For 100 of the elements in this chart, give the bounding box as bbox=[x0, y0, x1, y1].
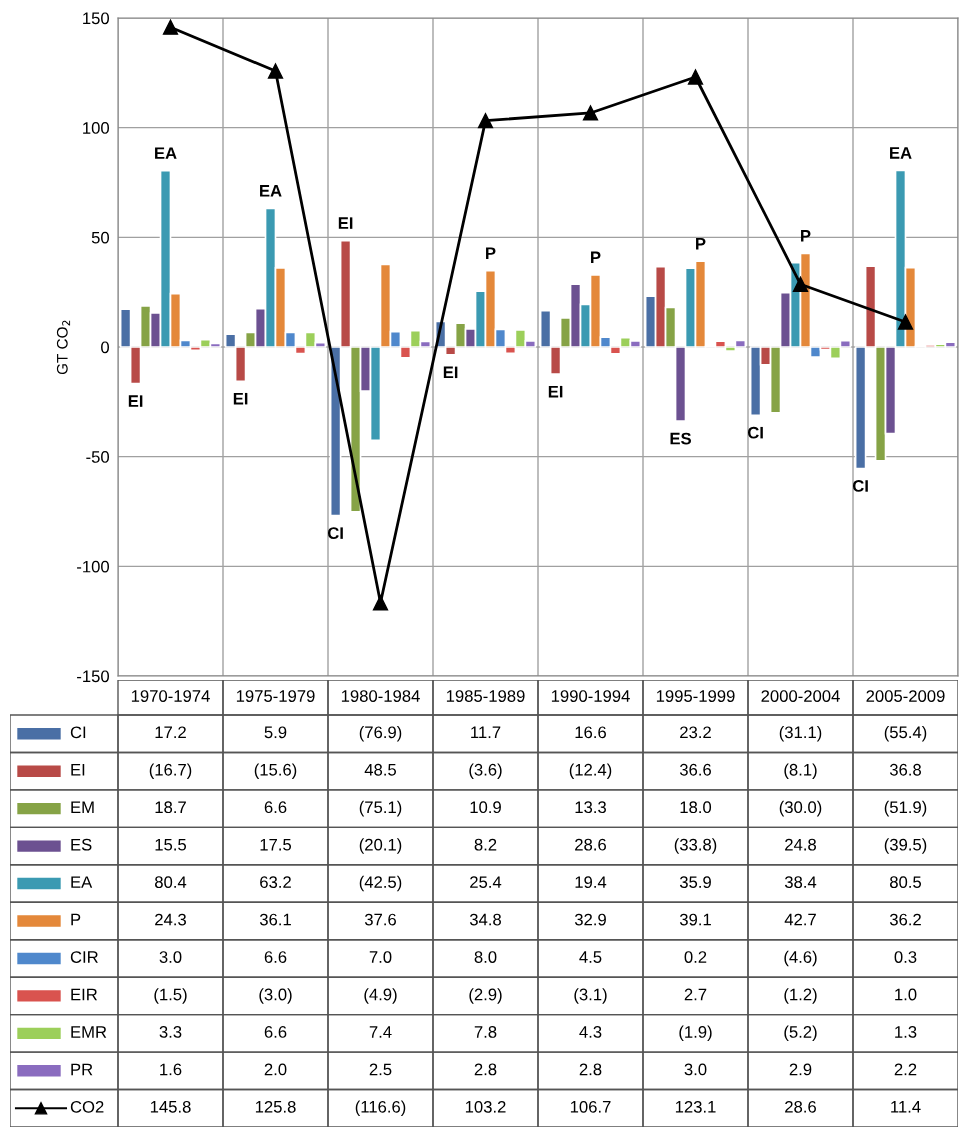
x-tick-label: 1995-1999 bbox=[656, 690, 735, 702]
data-label: (51.9) bbox=[884, 800, 927, 817]
data-label: (33.8) bbox=[674, 838, 717, 854]
y-tick-label: 150 bbox=[83, 12, 110, 25]
data-label: (3.6) bbox=[469, 763, 502, 779]
x-tick-label: 1975-1979 bbox=[236, 690, 315, 702]
x-tick-label: 2000-2004 bbox=[761, 690, 840, 702]
data-label: (55.4) bbox=[884, 725, 927, 742]
x-tick-label: 1980-1984 bbox=[341, 690, 420, 702]
annotation: P bbox=[591, 251, 601, 264]
data-label: (30.0) bbox=[779, 800, 822, 817]
data-label: 38.4 bbox=[784, 876, 817, 889]
annotation: EA bbox=[890, 147, 912, 159]
data-label: 18.0 bbox=[680, 801, 712, 814]
data-label: (3.1) bbox=[574, 988, 607, 1004]
data-label: 18.7 bbox=[155, 801, 186, 814]
data-label: 2.7 bbox=[684, 988, 707, 1001]
data-label: (5.2) bbox=[784, 1025, 817, 1042]
x-tick-label: 2005-2009 bbox=[866, 690, 945, 702]
data-label: (31.1) bbox=[779, 725, 822, 742]
y-tick-label: -150 bbox=[77, 670, 110, 683]
data-label: 34.8 bbox=[469, 913, 501, 926]
data-label: (1.2) bbox=[784, 988, 817, 1004]
data-label: 6.6 bbox=[264, 951, 287, 963]
data-label: 5.9 bbox=[264, 726, 287, 739]
data-label: 15.5 bbox=[155, 838, 187, 851]
data-label: 80.5 bbox=[890, 876, 922, 889]
data-label: 35.9 bbox=[679, 876, 711, 889]
legend-label: P bbox=[71, 913, 81, 926]
annotation: P bbox=[486, 247, 496, 259]
data-label: (16.7) bbox=[149, 763, 192, 779]
data-label: (4.6) bbox=[784, 950, 817, 967]
y-tick-label: 50 bbox=[91, 231, 110, 244]
point bbox=[477, 113, 494, 129]
annotation: EI bbox=[548, 385, 563, 398]
data-label: 2.8 bbox=[474, 1063, 497, 1076]
data-label: 24.3 bbox=[155, 913, 186, 926]
data-label: 0.2 bbox=[684, 951, 707, 963]
y-tick-label: 0 bbox=[101, 341, 110, 354]
data-label: (1.9) bbox=[679, 1025, 712, 1042]
y-axis-title: GT CO$_{2}$ bbox=[56, 320, 71, 375]
point bbox=[162, 19, 179, 35]
point bbox=[267, 63, 284, 79]
data-label: 3.0 bbox=[684, 1063, 707, 1076]
annotation: EA bbox=[155, 147, 177, 159]
data-label: (75.1) bbox=[359, 800, 402, 817]
annotation: CI bbox=[327, 527, 343, 540]
data-label: 1.3 bbox=[895, 1026, 917, 1038]
data-label: 37.6 bbox=[364, 913, 396, 926]
data-label: 125.8 bbox=[255, 1100, 296, 1113]
legend-label: CI bbox=[70, 726, 86, 739]
data-label: 16.6 bbox=[575, 726, 606, 739]
data-label: 123.1 bbox=[675, 1100, 716, 1113]
annotation: EI bbox=[338, 217, 353, 229]
point bbox=[792, 276, 809, 292]
data-label: (116.6) bbox=[355, 1100, 406, 1117]
data-label: 28.6 bbox=[575, 838, 606, 851]
data-label: 11.4 bbox=[891, 1101, 921, 1113]
legend-label: PR bbox=[71, 1063, 93, 1076]
data-label: 36.2 bbox=[889, 913, 921, 926]
data-label: 11.7 bbox=[471, 726, 501, 739]
legend-label: CIR bbox=[70, 951, 98, 963]
data-label: 42.7 bbox=[784, 913, 816, 926]
data-label: 3.0 bbox=[159, 951, 182, 963]
data-label: (3.0) bbox=[259, 988, 292, 1004]
data-label: (8.1) bbox=[784, 763, 817, 779]
annotation: CI bbox=[852, 480, 868, 492]
data-label: (2.9) bbox=[469, 988, 502, 1004]
data-label: 36.8 bbox=[889, 763, 921, 776]
data-label: 2.2 bbox=[894, 1063, 917, 1076]
data-label: 7.8 bbox=[474, 1026, 497, 1038]
data-label: 2.9 bbox=[789, 1063, 812, 1076]
data-label: (15.6) bbox=[254, 763, 297, 779]
annotation: P bbox=[801, 230, 811, 242]
data-label: 7.4 bbox=[369, 1026, 392, 1038]
annotation: ES bbox=[670, 432, 691, 445]
annotation: CI bbox=[747, 426, 763, 439]
x-tick-label: 1970-1974 bbox=[131, 690, 210, 702]
y-tick-label: -50 bbox=[86, 451, 110, 463]
data-label: 32.9 bbox=[574, 913, 606, 926]
data-label: 6.6 bbox=[264, 801, 287, 814]
legend-label: EMR bbox=[71, 1026, 107, 1038]
annotation: EI bbox=[128, 395, 143, 407]
data-label: 8.0 bbox=[474, 951, 497, 963]
legend-label: EIR bbox=[71, 988, 98, 1001]
data-label: 80.4 bbox=[155, 876, 187, 889]
data-label: 2.5 bbox=[369, 1063, 392, 1076]
data-label: 1.0 bbox=[895, 988, 917, 1001]
data-label: 28.6 bbox=[785, 1100, 816, 1113]
data-label: 103.2 bbox=[465, 1100, 506, 1113]
data-label: 2.8 bbox=[579, 1063, 602, 1076]
point bbox=[897, 314, 914, 330]
data-label: 2.0 bbox=[264, 1063, 287, 1076]
data-label: 19.4 bbox=[575, 876, 607, 889]
data-label: 36.6 bbox=[679, 763, 711, 776]
point bbox=[687, 69, 704, 85]
data-label: 7.0 bbox=[369, 951, 392, 963]
data-label: 13.3 bbox=[575, 801, 606, 814]
data-label: (4.9) bbox=[364, 988, 397, 1004]
data-label: (42.5) bbox=[359, 875, 402, 892]
